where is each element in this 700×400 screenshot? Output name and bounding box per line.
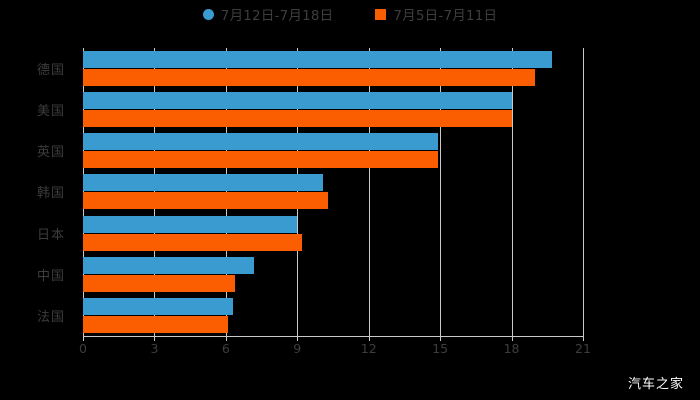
bar-series-b[interactable] [83, 233, 303, 251]
x-axis-tick-label: 15 [432, 341, 449, 356]
x-axis-tick-label: 21 [575, 341, 591, 356]
x-axis-tick-mark [583, 336, 584, 341]
bar-series-b[interactable] [83, 110, 512, 128]
x-axis-tick-mark [154, 336, 156, 341]
bar-series-a[interactable] [83, 174, 324, 192]
x-axis-tick-label: 12 [360, 341, 377, 356]
watermark-label: 汽车之家 [627, 377, 684, 392]
x-axis-tick-label: 9 [293, 341, 302, 356]
bar-row [83, 48, 583, 89]
x-axis-tick-mark [83, 336, 84, 341]
bar-row [83, 130, 583, 171]
bar-series-b[interactable] [83, 69, 536, 86]
x-axis-tick-label: 0 [79, 341, 87, 356]
bar-series-b[interactable] [83, 315, 229, 333]
x-axis-tick-mark [440, 336, 442, 341]
plot-area [83, 48, 584, 336]
gridline [583, 48, 584, 336]
chart-legend: 7月12日-7月18日 7月5日-7月11日 [0, 0, 700, 28]
y-axis-label-0: 德国 [36, 63, 65, 79]
bar-series-a[interactable] [83, 297, 233, 315]
y-axis-label-4: 日本 [36, 227, 65, 243]
legend-item-series-b[interactable]: 7月5日-7月11日 [375, 4, 497, 24]
bar-series-a[interactable] [83, 256, 255, 274]
y-axis-label-2: 英国 [36, 145, 65, 161]
circle-marker-icon [202, 8, 214, 20]
square-marker-icon [375, 8, 387, 20]
x-axis-tick-mark [225, 336, 227, 341]
bar-row [83, 89, 583, 130]
x-axis-tick-mark [511, 336, 513, 341]
bar-series-a[interactable] [83, 215, 298, 233]
y-axis-label-1: 美国 [36, 104, 65, 120]
legend-label-series-a: 7月12日-7月18日 [220, 8, 334, 24]
bar-series-b[interactable] [83, 192, 329, 210]
legend-label-series-b: 7月5日-7月11日 [393, 8, 498, 24]
x-axis-tick-labels: 0 3 6 9 12 15 18 21 [0, 341, 700, 361]
bar-row [83, 213, 583, 254]
y-axis-category-labels: 德国美国英国韩国日本中国法国 [0, 48, 76, 336]
bar-row [83, 254, 583, 295]
bar-row [83, 295, 583, 336]
bar-series-a[interactable] [83, 51, 553, 68]
y-axis-label-3: 韩国 [36, 186, 65, 202]
bar-series-a[interactable] [83, 133, 438, 151]
x-axis-tick-label: 3 [150, 341, 159, 356]
legend-item-series-a[interactable]: 7月12日-7月18日 [202, 4, 334, 24]
x-axis-tick-label: 6 [221, 341, 230, 356]
x-axis-tick-mark [368, 336, 370, 341]
x-axis-tick-mark [297, 336, 299, 341]
bar-series-a[interactable] [83, 92, 512, 110]
y-axis-label-5: 中国 [36, 268, 65, 284]
y-axis-label-6: 法国 [36, 309, 65, 325]
bar-rows [83, 48, 583, 336]
bar-series-b[interactable] [83, 274, 236, 292]
x-axis-line [83, 336, 584, 337]
x-axis-tick-label: 18 [503, 341, 520, 356]
bar-series-b[interactable] [83, 151, 438, 169]
bar-row [83, 171, 583, 212]
